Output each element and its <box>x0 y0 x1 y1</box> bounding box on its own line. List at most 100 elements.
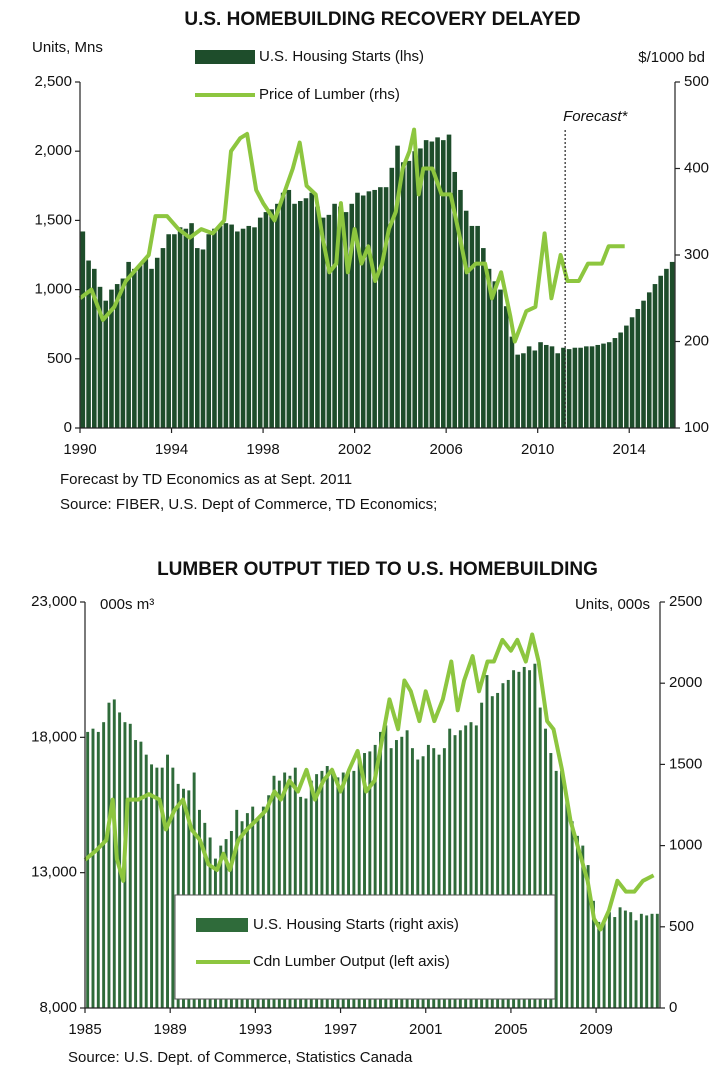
bar <box>86 731 90 1008</box>
bar <box>269 209 274 428</box>
bar <box>589 346 595 428</box>
bar <box>526 346 532 428</box>
x-tick-label: 2005 <box>494 1021 527 1038</box>
bar <box>464 725 468 1008</box>
bar <box>363 753 366 1008</box>
x-tick-label: 2006 <box>429 441 462 458</box>
y-tick-label: 0 <box>64 419 72 436</box>
bar <box>325 766 329 1008</box>
bar <box>410 748 414 1008</box>
chart-title: U.S. HOMEBUILDING RECOVERY DELAYED <box>184 9 580 30</box>
legend-box <box>174 894 556 1000</box>
bar <box>139 741 143 1008</box>
bar <box>474 725 478 1008</box>
bar <box>463 210 469 428</box>
bar <box>405 730 409 1008</box>
bar <box>395 145 400 428</box>
bar <box>646 292 652 428</box>
bar <box>315 774 319 1008</box>
x-tick-label: 1990 <box>63 441 96 458</box>
annotation: Forecast* <box>563 108 628 125</box>
footnote: Forecast by TD Economics as at Sept. 201… <box>60 471 352 488</box>
bar <box>543 344 549 428</box>
bar <box>418 148 423 428</box>
footnote: Source: FIBER, U.S. Dept of Commerce, TD… <box>60 496 437 513</box>
bar <box>132 268 137 428</box>
bar <box>212 228 217 428</box>
bar <box>498 289 503 428</box>
bar <box>200 249 206 428</box>
bar <box>172 234 177 428</box>
bar <box>618 332 623 428</box>
bar <box>584 346 589 428</box>
bar <box>606 342 612 428</box>
bar <box>501 683 505 1008</box>
footnote: Source: U.S. Dept. of Commerce, Statisti… <box>68 1049 413 1066</box>
bar <box>102 722 106 1008</box>
bar <box>544 728 547 1008</box>
x-tick-label: 2002 <box>338 441 371 458</box>
bar <box>521 353 526 428</box>
y2-tick-label: 500 <box>669 918 694 935</box>
bar <box>293 767 297 1008</box>
bar <box>549 753 553 1008</box>
bar <box>352 770 356 1008</box>
bar <box>618 907 622 1008</box>
bar <box>303 198 309 428</box>
bar <box>624 325 629 428</box>
bar <box>286 189 292 428</box>
bar <box>166 234 171 428</box>
bar <box>171 767 175 1008</box>
bar <box>246 225 252 428</box>
bar <box>446 134 452 429</box>
bar <box>366 191 372 428</box>
bar <box>394 740 398 1008</box>
legend-label: U.S. Housing Starts (lhs) <box>259 48 424 65</box>
y2-axis-label: $/1000 bd <box>638 49 705 66</box>
bar <box>309 192 314 428</box>
bar <box>506 679 510 1008</box>
bar <box>223 223 229 428</box>
bar <box>555 353 561 428</box>
bar <box>280 192 286 428</box>
bar <box>92 268 97 428</box>
bar <box>368 751 372 1008</box>
bar <box>103 300 109 428</box>
bar <box>275 203 280 428</box>
bar <box>480 702 484 1008</box>
bar <box>383 187 389 428</box>
bar <box>292 203 297 428</box>
bar <box>475 225 480 428</box>
y-tick-label: 23,000 <box>31 593 77 610</box>
bar <box>613 917 617 1008</box>
bar <box>503 306 509 428</box>
y2-tick-label: 2500 <box>669 593 702 610</box>
bar <box>277 780 281 1008</box>
bar <box>229 224 234 428</box>
bar <box>416 759 420 1008</box>
bar <box>458 730 462 1008</box>
y2-tick-label: 100 <box>684 419 709 436</box>
bar <box>492 281 498 428</box>
bar <box>149 268 154 428</box>
bar <box>458 189 463 428</box>
bar <box>576 835 579 1008</box>
bar <box>538 342 543 428</box>
bar <box>634 920 638 1008</box>
bar <box>341 772 345 1008</box>
bar <box>602 920 606 1008</box>
y-tick-label: 8,000 <box>39 999 77 1016</box>
bar <box>655 913 659 1008</box>
bar <box>343 212 349 428</box>
bar <box>320 770 324 1008</box>
bar <box>357 759 361 1008</box>
bar <box>426 744 430 1008</box>
bar <box>143 259 149 428</box>
x-tick-label: 2001 <box>409 1021 442 1038</box>
bar <box>372 189 377 428</box>
bar <box>412 151 417 428</box>
bar <box>97 286 103 428</box>
bar <box>572 347 578 428</box>
bar <box>332 203 337 428</box>
